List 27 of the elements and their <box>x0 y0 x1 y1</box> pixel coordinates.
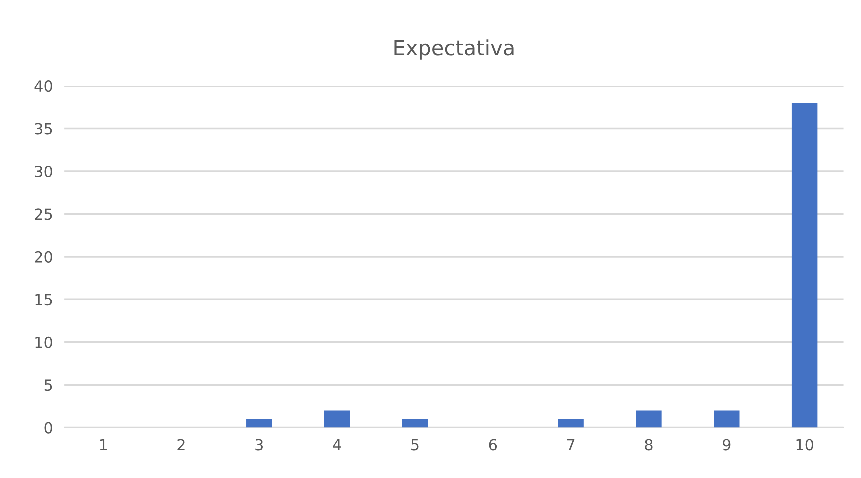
y-tick-label: 20 <box>35 251 52 263</box>
bar <box>792 103 818 428</box>
x-tick-label: 5 <box>412 439 419 451</box>
x-tick-label: 9 <box>723 439 731 451</box>
y-tick-label: 10 <box>36 336 52 348</box>
y-tick-label: 25 <box>35 208 52 220</box>
x-tick-label: 1 <box>100 439 107 451</box>
x-tick-label: 7 <box>567 439 575 451</box>
x-tick-label: 3 <box>256 439 264 451</box>
bar <box>246 419 272 428</box>
y-tick-label: 0 <box>44 422 52 434</box>
x-tick-label: 6 <box>489 439 498 451</box>
y-tick-label: 40 <box>34 80 52 92</box>
x-tick-label: 10 <box>796 439 814 451</box>
bar <box>402 419 428 428</box>
x-tick-label: 4 <box>333 439 342 451</box>
x-tick-label: 8 <box>645 439 653 451</box>
y-tick-label: 15 <box>36 294 52 306</box>
bar <box>714 410 740 428</box>
y-tick-label: 30 <box>35 166 52 178</box>
y-tick-label: 5 <box>44 380 52 392</box>
bar <box>558 419 584 428</box>
x-tick-label: 2 <box>178 439 185 451</box>
chart-title: Expectativa <box>394 40 514 60</box>
bar <box>324 410 350 428</box>
bar <box>636 410 662 428</box>
y-tick-label: 35 <box>35 123 52 135</box>
